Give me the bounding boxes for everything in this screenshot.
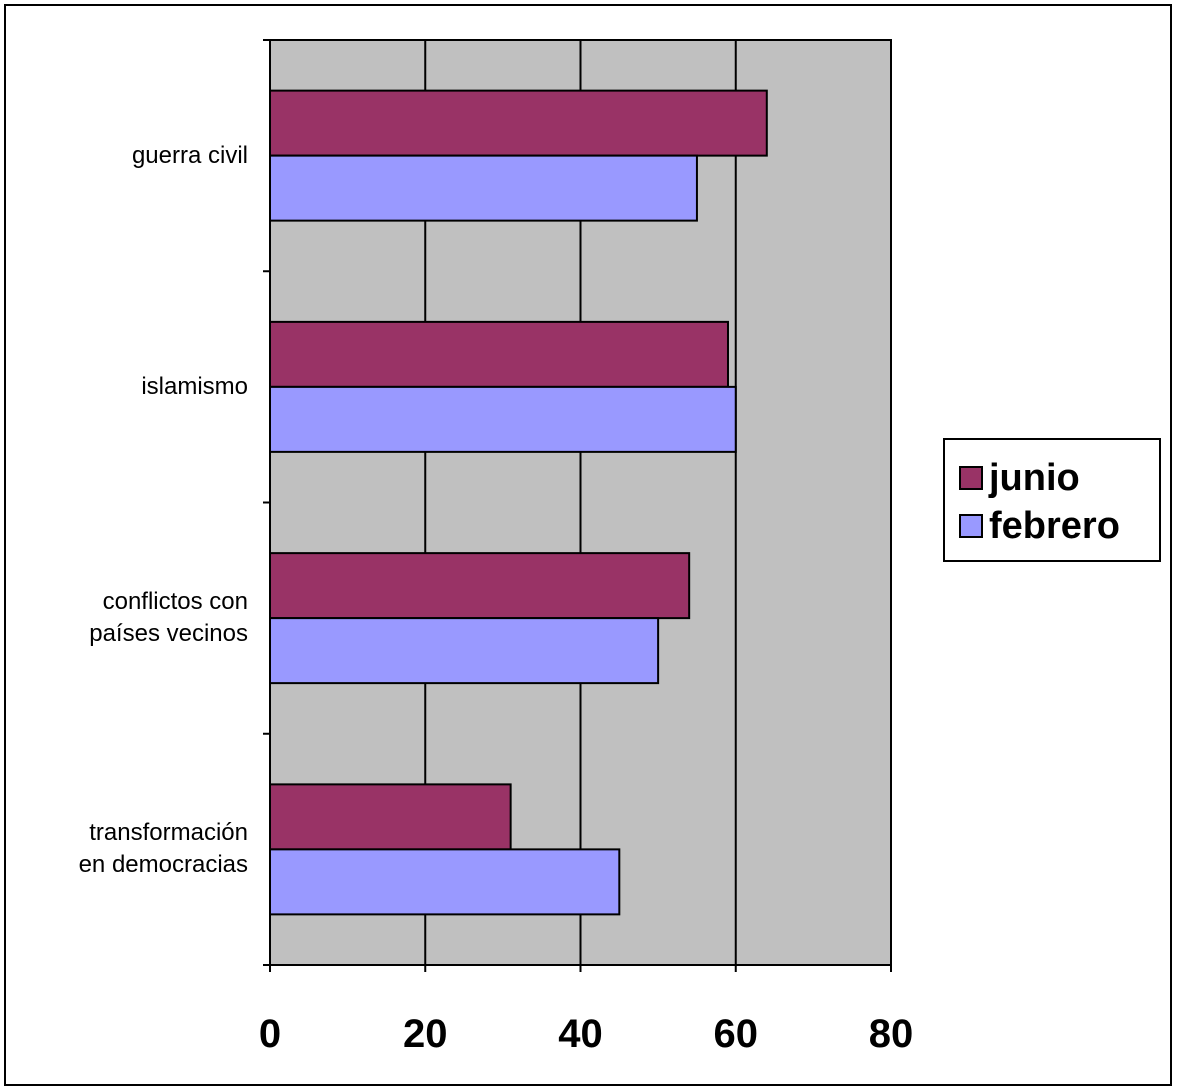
legend-item-junio: junio [959, 456, 1080, 500]
bar-febrero-1 [269, 385, 737, 453]
x-tick-label: 60 [713, 1012, 759, 1056]
x-tick-label: 80 [868, 1012, 914, 1056]
legend-swatch-junio [959, 466, 983, 490]
bar-febrero-3 [269, 848, 621, 916]
category-label: transformación en democracias [78, 819, 248, 879]
x-tick-label: 20 [403, 1012, 448, 1056]
x-tick-label: 40 [558, 1012, 603, 1056]
bar-febrero-2 [269, 617, 660, 685]
bar-junio-0 [269, 89, 768, 157]
legend-swatch-febrero [959, 514, 983, 538]
legend-label-junio: junio [989, 456, 1080, 499]
category-label: islamismo [141, 372, 248, 400]
legend-label-febrero: febrero [989, 504, 1120, 547]
bar-febrero-0 [269, 154, 698, 222]
bar-junio-3 [269, 783, 512, 851]
legend-item-febrero: febrero [959, 504, 1120, 548]
legend: junio febrero [943, 438, 1161, 562]
x-tick-label: 0 [258, 1012, 282, 1056]
category-label: conflictos con países vecinos [89, 588, 248, 648]
bar-junio-1 [269, 320, 729, 388]
bar-junio-2 [269, 552, 691, 620]
category-label: guerra civil [131, 141, 248, 169]
